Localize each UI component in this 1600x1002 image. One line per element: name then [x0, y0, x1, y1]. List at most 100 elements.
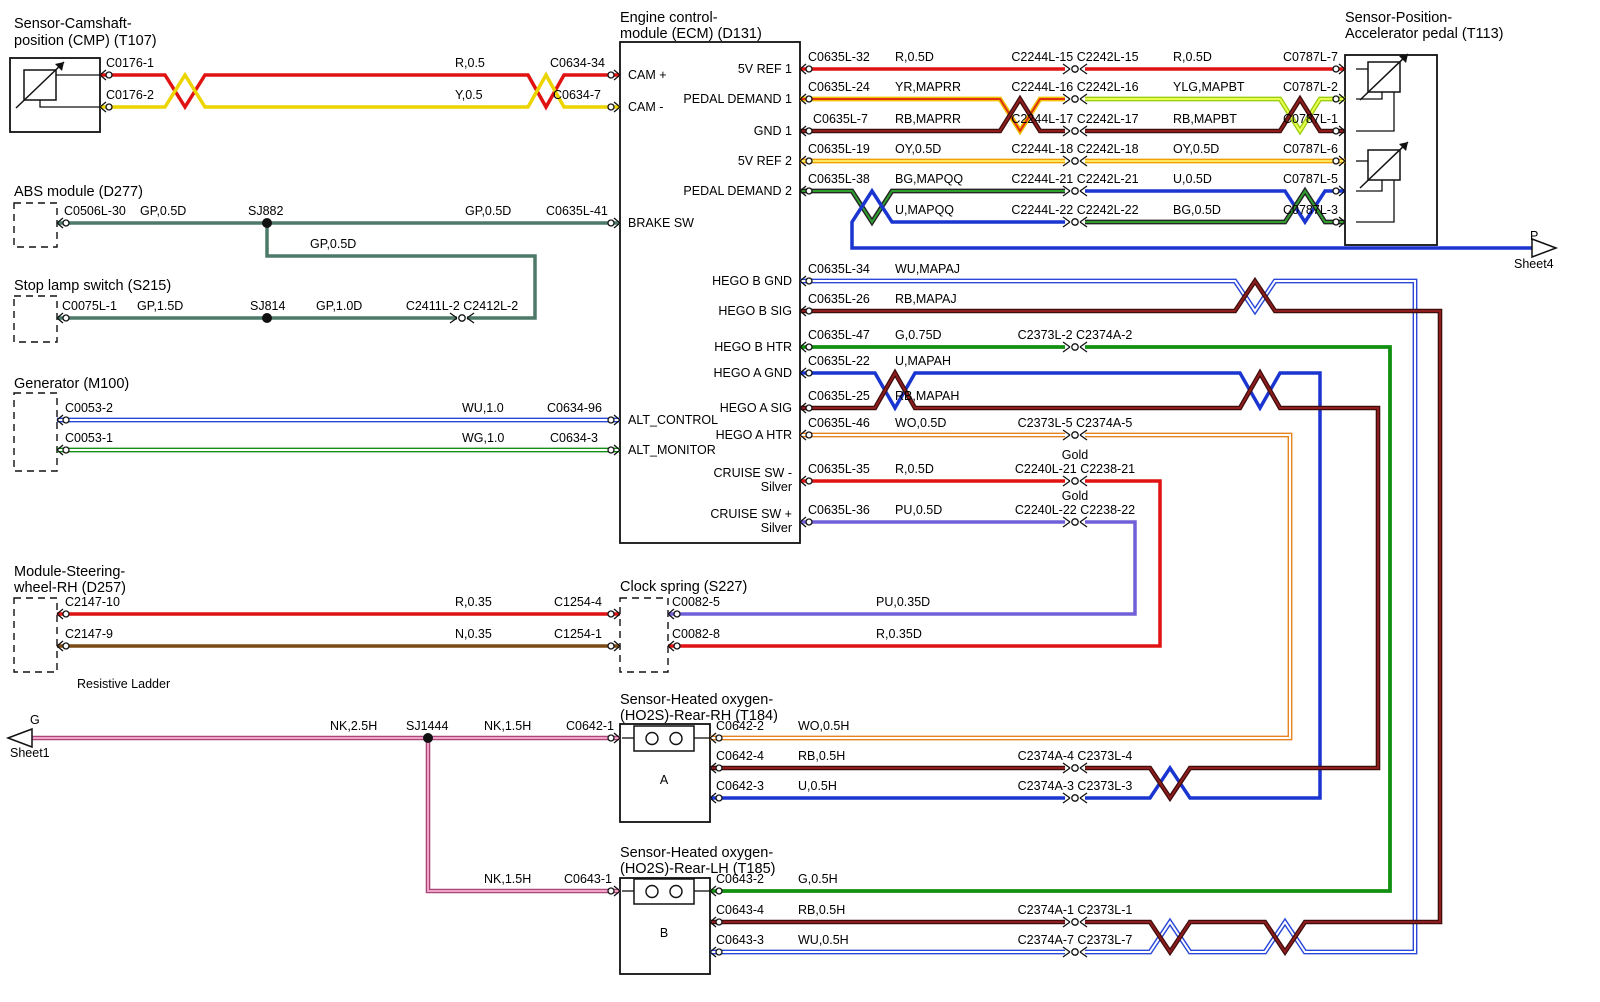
offpage-arrow-icon — [1531, 237, 1559, 259]
diagram-label: ALT_CONTROL — [628, 413, 718, 427]
heater-circle-icon — [645, 731, 659, 746]
pin-connector-icon — [62, 446, 70, 454]
pin-connector-icon — [607, 734, 615, 742]
wire-stripe — [800, 97, 1065, 132]
inline-connector-icon — [1062, 521, 1071, 528]
pin-connector-icon — [613, 444, 621, 451]
inline-connector-icon — [1079, 916, 1088, 923]
pin-connector-icon — [613, 890, 621, 897]
pin-connector-icon — [56, 449, 64, 456]
inline-connector-icon — [1071, 948, 1079, 956]
pin-connector-icon — [805, 431, 813, 439]
pin-connector-icon — [613, 106, 621, 113]
diagram-label: C0642-2 — [716, 719, 764, 733]
inline-connector-icon — [1062, 130, 1071, 137]
wire — [1085, 189, 1345, 226]
diagram-label: C1254-4 — [554, 595, 602, 609]
diagram-label: RB,MAPRR — [895, 112, 961, 126]
diagram-label: ALT_MONITOR — [628, 443, 716, 457]
pin-connector-icon — [613, 613, 621, 620]
wire-stripe — [1085, 97, 1345, 132]
diagram-label: C0642-4 — [716, 749, 764, 763]
inline-connector-icon — [1062, 93, 1071, 100]
pin-connector-icon — [709, 767, 717, 774]
pin-connector-icon — [62, 314, 70, 322]
wire-stripe — [800, 190, 1065, 224]
pin-connector-icon — [709, 885, 717, 892]
pin-connector-icon — [805, 65, 813, 73]
pin-connector-icon — [799, 372, 807, 379]
pin-connector-icon — [673, 642, 681, 650]
diagram-label: C0635L-32 — [808, 50, 870, 64]
inline-connector-icon — [1062, 68, 1071, 75]
inline-connector-icon — [1062, 516, 1071, 523]
diagram-label: C0635L-26 — [808, 292, 870, 306]
pin-connector-icon — [613, 449, 621, 456]
diagram-label: C0643-1 — [564, 872, 612, 886]
offpage-arrow-icon — [5, 727, 33, 749]
diagram-label: C2373L-2 C2374A-2 — [1018, 328, 1133, 342]
wire — [710, 345, 1392, 893]
diagram-label: P — [1530, 229, 1538, 243]
pin-connector-icon — [715, 734, 723, 742]
internal-line — [1356, 92, 1383, 100]
inline-connector-icon — [1079, 429, 1088, 436]
pin-connector-icon — [709, 946, 717, 953]
inline-connector-icon — [1062, 98, 1071, 105]
diagram-label: C2244L-17 C2242L-17 — [1011, 112, 1138, 126]
inline-connector-icon — [1079, 475, 1088, 482]
component-title: Sensor-Position- — [1345, 10, 1452, 26]
internal-line — [1356, 180, 1383, 192]
heater-symbol — [633, 725, 695, 752]
inline-connector-icon — [1062, 475, 1071, 482]
inline-connector-icon — [1071, 764, 1079, 772]
diagram-label: C2374A-3 C2373L-3 — [1018, 779, 1133, 793]
pin-connector-icon — [56, 419, 64, 426]
pin-connector-icon — [607, 416, 615, 424]
diagram-label: C2244L-18 C2242L-18 — [1011, 142, 1138, 156]
inline-connector-icon — [1079, 341, 1088, 348]
pin-connector-icon — [56, 645, 64, 652]
pin-connector-icon — [613, 419, 621, 426]
inline-connector-icon — [1062, 480, 1071, 487]
inline-connector-icon — [1079, 951, 1088, 958]
diagram-label: C0643-3 — [716, 933, 764, 947]
diagram-label: BRAKE SW — [628, 216, 694, 230]
diagram-label: R,0.35 — [455, 595, 492, 609]
diagram-label: C0635L-34 — [808, 262, 870, 276]
pin-connector-icon — [709, 797, 717, 804]
diagram-label: C2147-10 — [65, 595, 120, 609]
diagram-label: GP,0.5D — [140, 204, 186, 218]
inline-connector-icon — [466, 312, 475, 319]
diagram-label: 5V REF 1 — [738, 62, 792, 76]
diagram-label: C2147-9 — [65, 627, 113, 641]
diagram-label: CAM - — [628, 100, 663, 114]
diagram-label: YLG,MAPBT — [1173, 80, 1245, 94]
diagram-label: C0635L-35 — [808, 462, 870, 476]
pin-connector-icon — [62, 416, 70, 424]
diagram-label: C0634-7 — [553, 88, 601, 102]
internal-line — [1356, 92, 1395, 132]
inline-connector-icon — [1071, 343, 1079, 351]
diagram-label: SJ1444 — [406, 719, 448, 733]
splice-dot — [262, 218, 272, 228]
pin-connector-icon — [105, 71, 113, 79]
pin-connector-icon — [1338, 155, 1346, 162]
pin-connector-icon — [709, 732, 717, 739]
pin-connector-icon — [799, 190, 807, 197]
splice-dot — [262, 313, 272, 323]
diagram-label: NK,2.5H — [330, 719, 377, 733]
diagram-label: C2244L-15 C2242L-15 — [1011, 50, 1138, 64]
diagram-label: WO,0.5D — [895, 416, 946, 430]
wire-stripe — [1085, 98, 1345, 133]
inline-connector-icon — [1079, 767, 1088, 774]
diagram-label: C0075L-1 — [62, 299, 117, 313]
inline-connector-icon — [1079, 125, 1088, 132]
pin-connector-icon — [607, 642, 615, 650]
pin-connector-icon — [613, 645, 621, 652]
pin-connector-icon — [607, 446, 615, 454]
pin-connector-icon — [1332, 218, 1340, 226]
component-title: Sensor-Heated oxygen- — [620, 692, 773, 708]
pin-connector-icon — [799, 310, 807, 317]
pin-connector-icon — [799, 434, 807, 441]
